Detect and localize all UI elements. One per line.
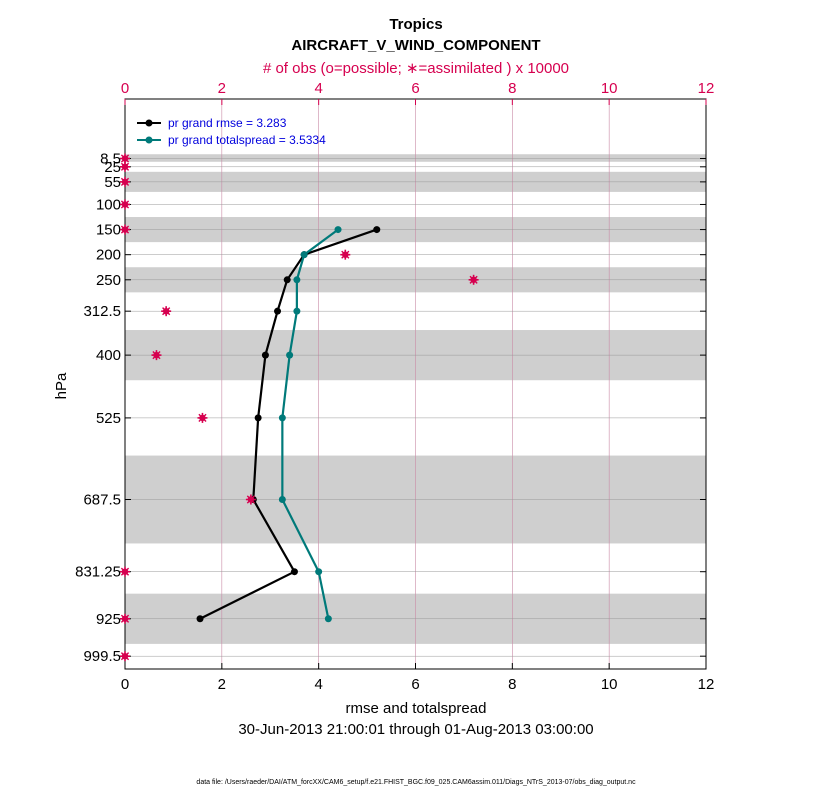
rmse-point [290, 568, 298, 576]
y-tick-label: 525 [96, 410, 121, 427]
y-tick-label: 200 [96, 247, 121, 264]
obs-marker [245, 494, 256, 505]
obs-marker [120, 176, 130, 187]
top-tick-label: 0 [121, 80, 129, 97]
y-tick-label: 831.25 [75, 564, 121, 581]
obs-marker [151, 350, 162, 361]
y-tick-label: 687.5 [83, 492, 121, 509]
y-tick-label: 100 [96, 196, 121, 213]
obs-marker [120, 651, 130, 662]
y-tick-label: 55 [104, 174, 121, 191]
obs-assimilated-star-d2 [120, 652, 130, 661]
rmse-point [373, 226, 381, 234]
obs-marker [120, 161, 130, 172]
obs-count-markers [120, 153, 479, 662]
obs-assimilated-star-d2 [341, 250, 350, 259]
totalspread-point [278, 496, 286, 504]
obs-assimilated-star-d2 [120, 177, 130, 186]
obs-assimilated-star-d2 [120, 225, 130, 234]
top-axis: 0 2 4 6 8 10 12 [121, 80, 715, 105]
data-file-footer: data file: /Users/raeder/DAI/ATM_forcXX/… [196, 779, 636, 786]
totalspread-point [334, 226, 342, 234]
top-tick-label: 4 [314, 80, 322, 97]
date-range: 30-Jun-2013 21:00:01 through 01-Aug-2013… [238, 721, 593, 738]
totalspread-point [300, 251, 308, 259]
obs-marker [120, 566, 130, 577]
rmse-point [274, 307, 282, 315]
obs-marker [468, 274, 479, 285]
obs-assimilated-star-d2 [198, 413, 207, 422]
totalspread-point [324, 615, 332, 623]
y-tick-label: 312.5 [83, 303, 121, 320]
obs-assimilated-star-d2 [152, 351, 161, 360]
grid-lines [125, 99, 706, 669]
x-tick-label: 4 [314, 676, 322, 693]
top-tick-label: 10 [601, 80, 618, 97]
legend-marker-rmse [145, 119, 153, 127]
totalspread-point [293, 276, 301, 284]
y-tick-label: 925 [96, 611, 121, 628]
x-tick-label: 8 [508, 676, 516, 693]
x-axis: 0 2 4 6 8 10 12 [121, 663, 715, 693]
obs-assimilated-star-d2 [246, 495, 255, 504]
obs-marker [120, 153, 130, 164]
y-tick-label: 999.5 [83, 648, 121, 665]
chart-title: Tropics [389, 16, 442, 33]
obs-assimilated-star-d2 [120, 200, 130, 209]
x-tick-label: 6 [411, 676, 419, 693]
x-tick-label: 10 [601, 676, 618, 693]
obs-marker [120, 224, 130, 235]
obs-marker [197, 412, 208, 423]
rmse-point [196, 615, 204, 623]
obs-assimilated-star-d2 [469, 275, 478, 284]
totalspread-point [286, 351, 294, 359]
y-axis-label: hPa [53, 372, 70, 399]
rmse-point [254, 414, 262, 422]
legend-label-totalspread: pr grand totalspread = 3.5334 [168, 133, 326, 147]
top-tick-label: 6 [411, 80, 419, 97]
top-tick-label: 2 [218, 80, 226, 97]
obs-assimilated-star-d2 [162, 307, 171, 316]
obs-assimilated-star-d2 [120, 154, 130, 163]
obs-assimilated-star-d2 [120, 567, 130, 576]
legend-marker-totalspread [145, 136, 153, 144]
legend-label-rmse: pr grand rmse = 3.283 [168, 116, 287, 130]
obs-assimilated-star-d2 [120, 162, 130, 171]
x-axis-label: rmse and totalspread [346, 700, 487, 717]
obs-marker [340, 249, 351, 260]
top-tick-label: 12 [698, 80, 715, 97]
x-tick-label: 0 [121, 676, 129, 693]
totalspread-point [278, 414, 286, 422]
rmse-point [261, 351, 269, 359]
obs-marker [120, 613, 130, 624]
top-axis-label: # of obs (o=possible; ∗=assimilated ) x … [263, 60, 569, 77]
y-tick-label: 250 [96, 272, 121, 289]
obs-marker [161, 306, 172, 317]
obs-marker [120, 199, 130, 210]
totalspread-point [293, 307, 301, 315]
y-tick-label: 8.5 [100, 151, 121, 168]
top-tick-label: 8 [508, 80, 516, 97]
x-tick-label: 12 [698, 676, 715, 693]
x-tick-label: 2 [218, 676, 226, 693]
series-layer [196, 226, 381, 623]
rmse-point [283, 276, 291, 284]
obs-assimilated-star-d2 [120, 614, 130, 623]
y-tick-label: 25 [104, 159, 121, 176]
legend: pr grand rmse = 3.283 pr grand totalspre… [137, 116, 326, 147]
y-tick-label: 150 [96, 222, 121, 239]
totalspread-point [315, 568, 323, 576]
y-tick-label: 400 [96, 347, 121, 364]
chart-subtitle: AIRCRAFT_V_WIND_COMPONENT [291, 37, 540, 54]
